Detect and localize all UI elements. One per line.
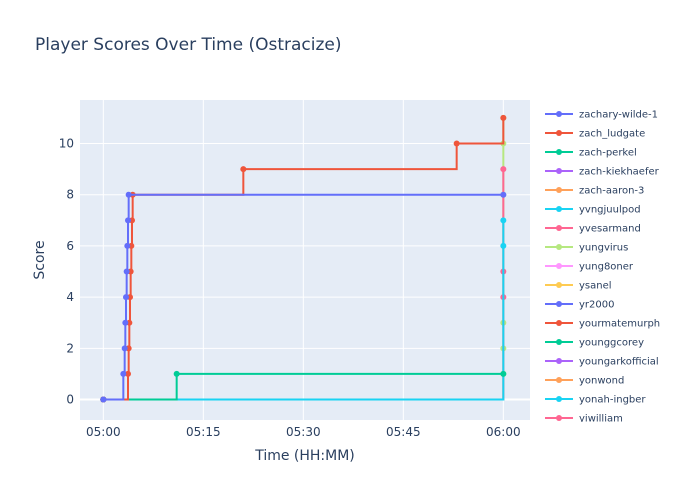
data-point [124, 242, 131, 249]
legend-swatch-marker [556, 206, 562, 212]
data-point [500, 166, 507, 173]
legend-item-label: zach-aaron-3 [579, 186, 644, 197]
legend-swatch-marker [556, 187, 562, 193]
legend-swatch-marker [556, 149, 562, 155]
legend-swatch-marker [556, 263, 562, 269]
legend-item-label: yiwilliam [579, 414, 623, 425]
legend-item-label: yvngjuulpod [579, 205, 641, 216]
chart-title: Player Scores Over Time (Ostracize) [35, 35, 342, 55]
legend-item-label: ysanel [579, 281, 612, 292]
x-tick-label: 06:00 [486, 425, 521, 439]
legend-item-label: zachary-wilde-1 [579, 110, 658, 121]
legend-swatch-marker [556, 111, 562, 117]
x-axis-title: Time (HH:MM) [254, 448, 355, 464]
legend-swatch-marker [556, 339, 562, 345]
legend-swatch-marker [556, 130, 562, 136]
legend-swatch-marker [556, 244, 562, 250]
y-axis-title: Score [32, 240, 48, 279]
data-point [122, 319, 129, 326]
legend-item-label: yonah-ingber [579, 395, 646, 406]
y-tick-label: 4 [66, 290, 74, 304]
series-line [103, 372, 504, 401]
legend-item-label: younggcorey [579, 338, 644, 349]
x-tick-label: 05:45 [386, 425, 421, 439]
x-tick-label: 05:15 [186, 425, 221, 439]
data-point [121, 345, 128, 352]
data-point [125, 191, 132, 198]
data-point [123, 294, 129, 301]
data-point [500, 242, 507, 249]
series-layer [100, 114, 507, 403]
legend-swatch-marker [556, 358, 562, 364]
legend-swatch-marker [556, 320, 562, 326]
legend-item-label: yonwond [579, 376, 624, 387]
x-tick-label: 05:30 [286, 425, 321, 439]
data-point [500, 217, 507, 224]
plot-area [80, 100, 530, 420]
data-point [100, 396, 107, 403]
series-line [103, 220, 505, 401]
data-point [123, 268, 130, 275]
y-tick-label: 2 [66, 341, 74, 355]
y-tick-label: 8 [66, 188, 74, 202]
legend[interactable]: zachary-wilde-1 zach_ludgate zach-perkel za… [545, 110, 660, 425]
legend-swatch-marker [556, 225, 562, 231]
data-point [453, 140, 460, 147]
legend-item-label: yr2000 [579, 300, 614, 311]
y-tick-label: 10 [59, 137, 74, 151]
x-tick-label: 05:00 [86, 425, 121, 439]
legend-swatch-marker [556, 377, 562, 383]
legend-item-label: youngarkofficial [579, 357, 659, 368]
data-point [500, 370, 507, 377]
legend-item-label: yourmatemurph [579, 319, 660, 330]
legend-swatch-marker [556, 301, 562, 307]
y-tick-label: 6 [66, 239, 74, 253]
legend-item-label: yung8oner [579, 262, 634, 273]
legend-item-label: yvesarmand [579, 224, 641, 235]
data-point [120, 370, 127, 377]
data-point [125, 217, 131, 224]
legend-item-label: yungvirus [579, 243, 628, 254]
y-tick-label: 0 [66, 393, 74, 407]
tick-layer: 05:00 05:15 05:30 05:45 06:00 0 2 4 6 8 10 [59, 137, 521, 439]
data-point [240, 166, 247, 173]
legend-swatch-marker [556, 282, 562, 288]
data-point [500, 191, 507, 198]
legend-swatch-marker [556, 168, 562, 174]
legend-item-label: zach_ludgate [579, 129, 645, 140]
legend-item-label: zach-kiekhaefer [579, 167, 660, 178]
data-point [125, 370, 131, 377]
legend-swatch-marker [556, 396, 562, 402]
legend-swatch-marker [556, 415, 562, 421]
legend-item-label: zach-perkel [579, 148, 637, 159]
data-point [173, 370, 180, 377]
data-point [500, 114, 507, 121]
